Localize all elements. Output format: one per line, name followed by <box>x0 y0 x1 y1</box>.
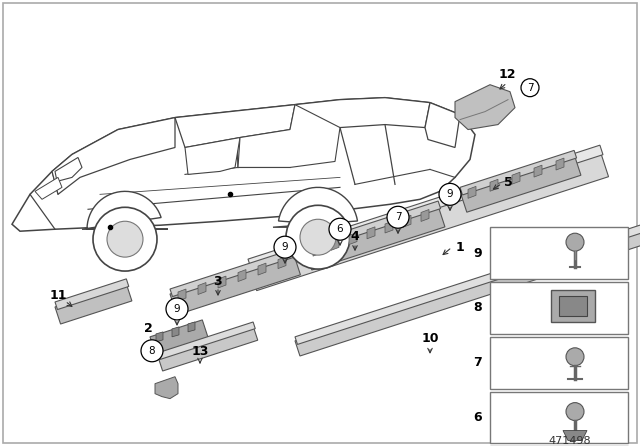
FancyBboxPatch shape <box>551 290 595 322</box>
Polygon shape <box>218 276 226 288</box>
Circle shape <box>566 348 584 366</box>
Text: 471498: 471498 <box>548 435 591 445</box>
Polygon shape <box>55 284 132 324</box>
Text: 9: 9 <box>282 242 288 252</box>
Polygon shape <box>170 254 300 315</box>
Polygon shape <box>305 201 440 252</box>
Circle shape <box>329 218 351 240</box>
Polygon shape <box>305 206 445 270</box>
Polygon shape <box>367 227 375 239</box>
Text: 7: 7 <box>527 83 533 93</box>
Text: 9: 9 <box>173 304 180 314</box>
Circle shape <box>439 183 461 205</box>
Circle shape <box>107 221 143 257</box>
Polygon shape <box>385 221 393 233</box>
Polygon shape <box>556 158 564 170</box>
Polygon shape <box>248 145 603 269</box>
FancyBboxPatch shape <box>490 337 628 389</box>
Polygon shape <box>248 150 609 291</box>
Polygon shape <box>331 238 339 250</box>
Polygon shape <box>52 117 175 194</box>
Polygon shape <box>455 85 515 129</box>
Text: 10: 10 <box>421 332 439 345</box>
Text: 12: 12 <box>499 68 516 81</box>
Polygon shape <box>278 257 286 269</box>
Polygon shape <box>403 215 411 227</box>
Polygon shape <box>490 179 498 191</box>
Polygon shape <box>35 177 62 199</box>
Polygon shape <box>170 249 296 297</box>
Text: 2: 2 <box>143 323 152 336</box>
Polygon shape <box>238 270 246 281</box>
Text: 7: 7 <box>395 212 401 222</box>
Polygon shape <box>158 326 258 371</box>
Polygon shape <box>185 138 240 174</box>
Text: 9: 9 <box>474 247 482 260</box>
Text: 8: 8 <box>474 302 482 314</box>
Polygon shape <box>155 377 178 399</box>
Polygon shape <box>425 103 460 147</box>
Polygon shape <box>178 289 186 301</box>
Text: 13: 13 <box>191 345 209 358</box>
Polygon shape <box>156 332 163 342</box>
Polygon shape <box>150 320 209 356</box>
Polygon shape <box>460 155 581 212</box>
Circle shape <box>387 206 409 228</box>
Polygon shape <box>172 327 179 337</box>
Text: 7: 7 <box>473 356 482 369</box>
Circle shape <box>566 403 584 421</box>
Polygon shape <box>158 322 255 359</box>
Polygon shape <box>563 431 587 440</box>
FancyBboxPatch shape <box>490 447 628 448</box>
Circle shape <box>93 207 157 271</box>
Text: 6: 6 <box>474 411 482 424</box>
Polygon shape <box>534 165 542 177</box>
Circle shape <box>141 340 163 362</box>
Polygon shape <box>468 186 476 198</box>
Text: 9: 9 <box>447 190 453 199</box>
FancyBboxPatch shape <box>490 282 628 334</box>
Text: 8: 8 <box>148 346 156 356</box>
Polygon shape <box>512 172 520 184</box>
Text: 11: 11 <box>49 289 67 302</box>
Circle shape <box>300 219 336 255</box>
Text: 4: 4 <box>351 230 360 243</box>
Polygon shape <box>313 244 321 256</box>
Polygon shape <box>55 279 129 310</box>
Polygon shape <box>198 283 206 294</box>
Text: 5: 5 <box>504 176 513 189</box>
FancyBboxPatch shape <box>559 296 587 316</box>
Polygon shape <box>12 98 475 231</box>
Polygon shape <box>460 151 577 195</box>
Circle shape <box>166 298 188 320</box>
Polygon shape <box>295 224 640 356</box>
Polygon shape <box>258 263 266 275</box>
Polygon shape <box>55 157 82 181</box>
Polygon shape <box>188 322 195 332</box>
Polygon shape <box>273 187 363 227</box>
Circle shape <box>521 79 539 97</box>
Circle shape <box>286 205 350 269</box>
Text: 6: 6 <box>337 224 343 234</box>
Circle shape <box>566 233 584 251</box>
Polygon shape <box>82 191 168 229</box>
Text: 3: 3 <box>214 275 222 288</box>
Circle shape <box>274 236 296 258</box>
Polygon shape <box>295 220 640 345</box>
Text: 1: 1 <box>456 241 465 254</box>
Polygon shape <box>175 105 295 147</box>
Polygon shape <box>349 233 357 245</box>
Polygon shape <box>421 210 429 221</box>
Polygon shape <box>238 105 340 168</box>
FancyBboxPatch shape <box>490 227 628 279</box>
Polygon shape <box>295 98 430 129</box>
FancyBboxPatch shape <box>490 392 628 444</box>
FancyBboxPatch shape <box>3 3 637 444</box>
